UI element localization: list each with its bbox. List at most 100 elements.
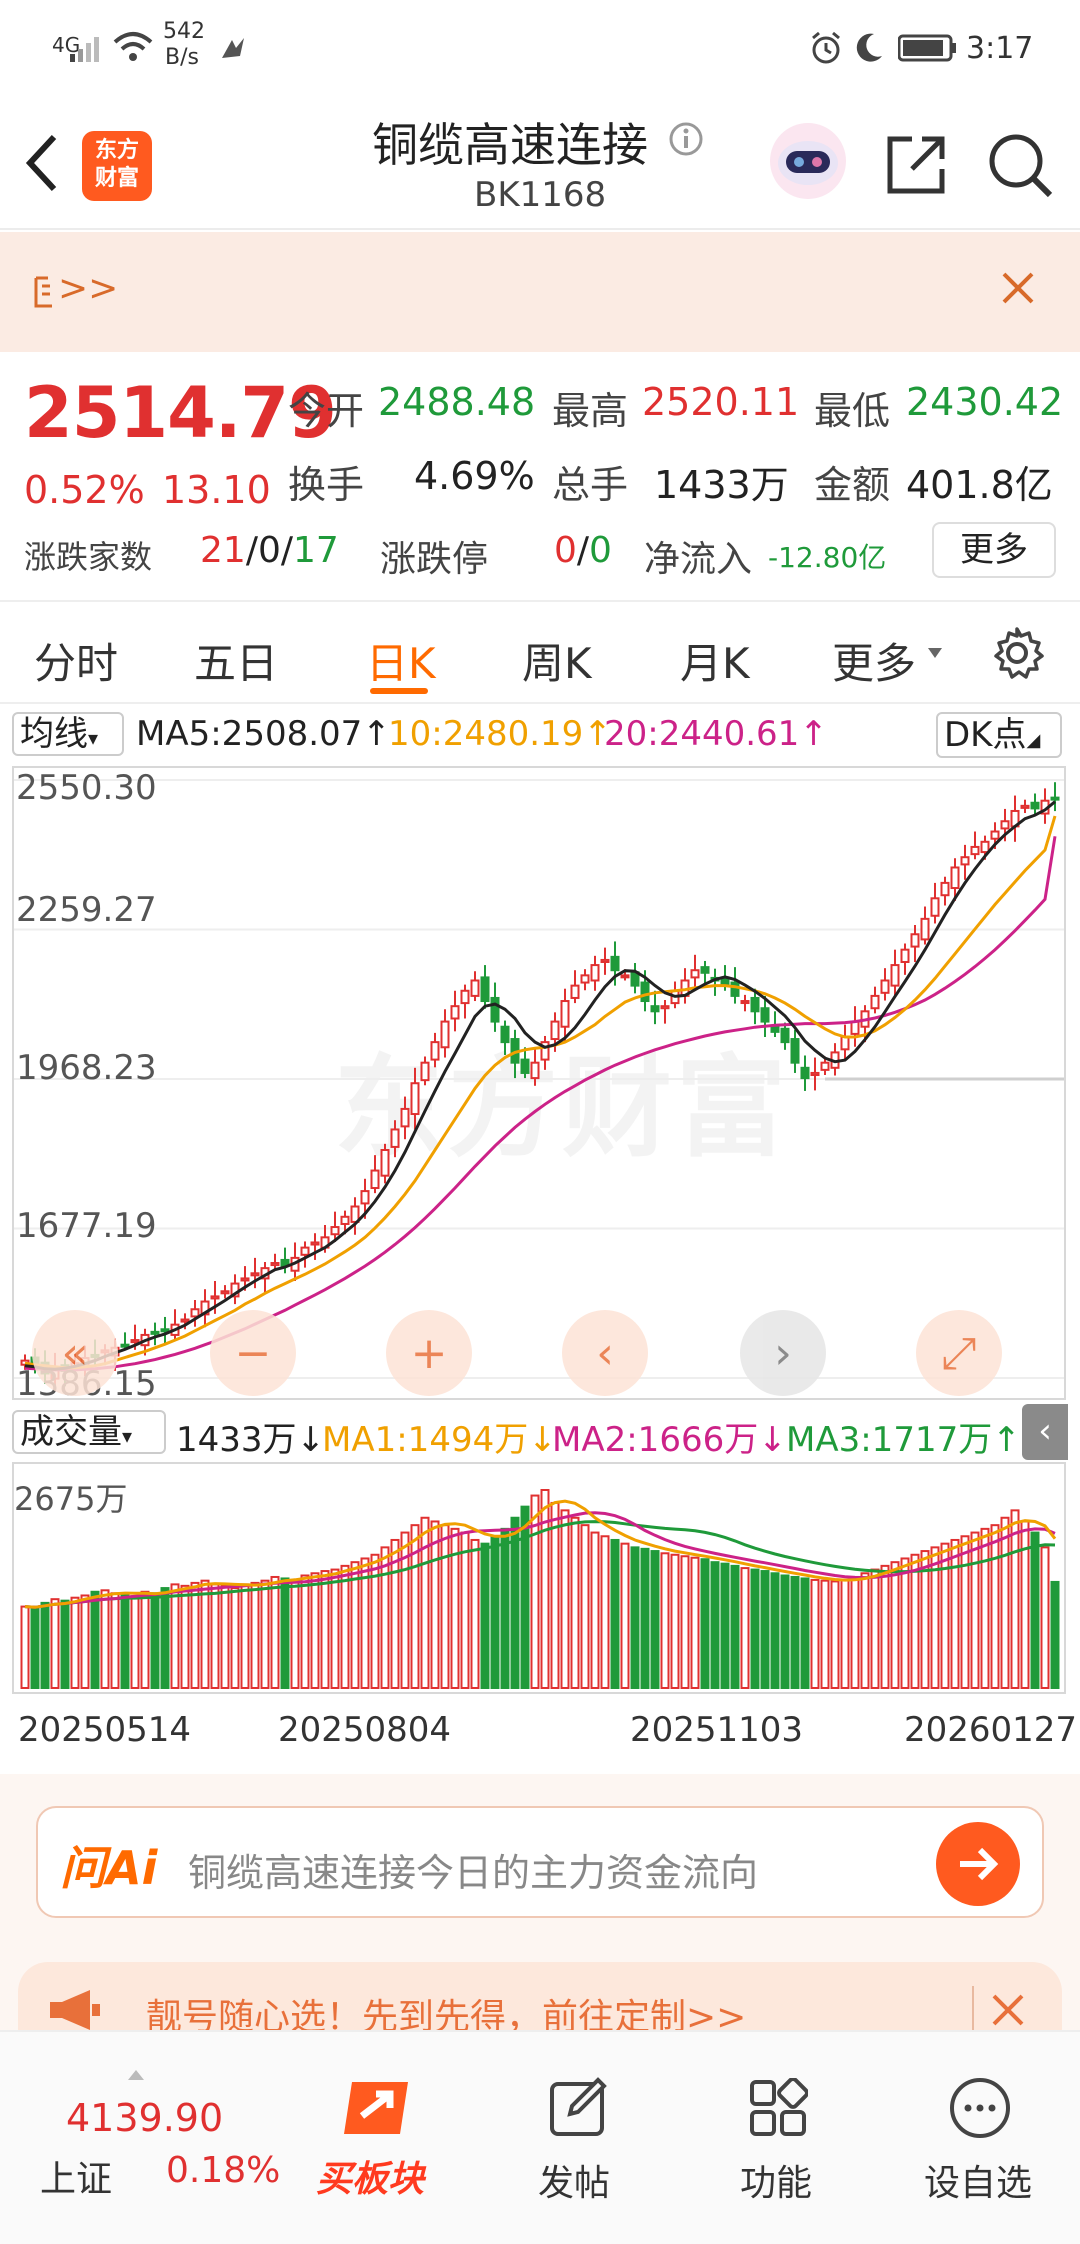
- ask-ai-placeholder[interactable]: 铜缆高速连接今日的主力资金流向: [188, 1851, 759, 1895]
- candle-body: [580, 974, 590, 984]
- volume-bar: [760, 1570, 770, 1689]
- tab-daily-k[interactable]: 日K: [366, 639, 436, 688]
- index-change[interactable]: 0.18%: [166, 2150, 281, 2191]
- volume-label: 总手: [552, 463, 629, 507]
- candle-body: [400, 1107, 410, 1128]
- current-price: 2514.79: [24, 372, 337, 454]
- candle-body: [490, 996, 500, 1023]
- volume-bar: [780, 1574, 790, 1689]
- candle-body: [570, 984, 580, 999]
- volume-bar: [690, 1556, 700, 1690]
- volume-bar: [170, 1583, 180, 1689]
- network-type: 4G: [52, 33, 81, 57]
- collapse-indicator-button[interactable]: ‹: [1022, 1404, 1068, 1460]
- scroll-left-fast-button[interactable]: «: [32, 1310, 118, 1396]
- y-tick-label: 2550.30: [16, 768, 157, 808]
- nav-watchlist[interactable]: 设自选: [924, 2163, 1033, 2204]
- candle-body: [930, 897, 940, 917]
- volume-bar: [730, 1564, 740, 1689]
- app-logo[interactable]: 东方 财富: [82, 131, 152, 201]
- volume-bar: [50, 1598, 60, 1689]
- expand-up-icon[interactable]: [126, 2068, 146, 2082]
- vol-ma2: MA2:1666万↓: [552, 1420, 787, 1460]
- settings-gear-icon[interactable]: [990, 626, 1044, 680]
- tab-weekly-k[interactable]: 周K: [522, 639, 592, 688]
- candle-body: [430, 1041, 440, 1061]
- volume-bar: [320, 1570, 330, 1689]
- back-arrow-icon[interactable]: [22, 133, 62, 193]
- volume-bar: [220, 1584, 230, 1689]
- nav-function[interactable]: 功能: [740, 2163, 813, 2204]
- candle-body: [130, 1339, 140, 1344]
- share-icon[interactable]: [884, 133, 948, 197]
- limit-counts: 0/0: [554, 530, 612, 571]
- volume-bar: [790, 1575, 800, 1689]
- ai-robot-icon[interactable]: [768, 121, 848, 201]
- candle-body: [950, 866, 960, 890]
- netflow-label: 净流入: [644, 539, 753, 580]
- index-name[interactable]: 上证: [40, 2159, 113, 2200]
- info-icon[interactable]: [668, 121, 704, 157]
- tab-intraday[interactable]: 分时: [34, 639, 119, 688]
- x-tick-label: 20250514: [18, 1710, 192, 1750]
- candle-body: [620, 974, 630, 979]
- search-icon[interactable]: [986, 131, 1054, 199]
- volume-bar: [260, 1579, 270, 1689]
- volume-chart[interactable]: [12, 1462, 1066, 1694]
- nav-post[interactable]: 发帖: [538, 2163, 611, 2204]
- volume-bar: [400, 1531, 410, 1689]
- alarm-icon: [812, 31, 840, 64]
- tab-monthly-k[interactable]: 月K: [680, 639, 750, 688]
- volume-bar: [720, 1562, 730, 1689]
- volume-bar: [240, 1583, 250, 1689]
- vol-ma3: MA3:1717万↑: [786, 1420, 1021, 1460]
- netflow-value: -12.80亿: [768, 541, 887, 574]
- volume-bar: [460, 1531, 470, 1689]
- zoom-out-button[interactable]: −: [210, 1310, 296, 1396]
- period-tabs: 分时 五日 日K 周K 月K 更多: [0, 600, 1080, 704]
- ask-ai-box[interactable]: 问Ai 铜缆高速连接今日的主力资金流向: [36, 1806, 1044, 1918]
- tab-more[interactable]: 更多: [832, 639, 917, 688]
- nav-buy-block[interactable]: 买板块: [316, 2159, 425, 2200]
- y-tick-label: 1677.19: [16, 1206, 157, 1246]
- candle-body: [380, 1149, 390, 1177]
- close-icon[interactable]: [1000, 270, 1036, 306]
- sector-code: BK1168: [474, 175, 607, 215]
- scroll-right-button[interactable]: ›: [740, 1310, 826, 1396]
- close-promo-icon[interactable]: [990, 1992, 1026, 2028]
- y-tick-label: 1968.23: [16, 1048, 157, 1088]
- volume-selector[interactable]: 成交量▾: [12, 1410, 166, 1454]
- buy-block-icon: [344, 2082, 408, 2134]
- candle-body: [650, 1005, 660, 1013]
- candle-body: [970, 845, 980, 856]
- dk-point-button[interactable]: DK点◢: [936, 712, 1062, 758]
- volume-bar: [890, 1561, 900, 1689]
- candle-body: [120, 1343, 130, 1348]
- scroll-left-button[interactable]: ‹: [562, 1310, 648, 1396]
- volume-bar: [1010, 1509, 1020, 1690]
- zoom-in-button[interactable]: +: [386, 1310, 472, 1396]
- candle-body: [550, 1020, 560, 1041]
- candle-body: [750, 996, 760, 1013]
- tab-five-day[interactable]: 五日: [194, 639, 279, 688]
- edit-post-icon: [550, 2077, 607, 2136]
- volume-bar: [410, 1524, 420, 1690]
- candle-body: [810, 1071, 820, 1077]
- index-value[interactable]: 4139.90: [66, 2096, 224, 2140]
- more-quote-button[interactable]: 更多: [932, 522, 1056, 578]
- fullscreen-button[interactable]: ⤢: [916, 1310, 1002, 1396]
- volume-bar: [740, 1567, 750, 1689]
- candle-body: [730, 981, 740, 997]
- candle-body: [700, 966, 710, 974]
- kline-chart[interactable]: 东方财富: [12, 766, 1066, 1400]
- header-bar: 东方 财富 铜缆高速连接 BK1168: [0, 95, 1080, 230]
- price-plot: [14, 779, 1064, 1392]
- candle-body: [920, 917, 930, 941]
- ask-ai-send-button[interactable]: [936, 1822, 1020, 1906]
- notice-icon: [34, 276, 52, 308]
- volume-bar: [450, 1527, 460, 1689]
- notice-banner[interactable]: >>: [0, 232, 1080, 352]
- more-circle-icon: [950, 2078, 1010, 2138]
- ma-selector[interactable]: 均线▾: [12, 712, 124, 756]
- candle-body: [640, 981, 650, 1003]
